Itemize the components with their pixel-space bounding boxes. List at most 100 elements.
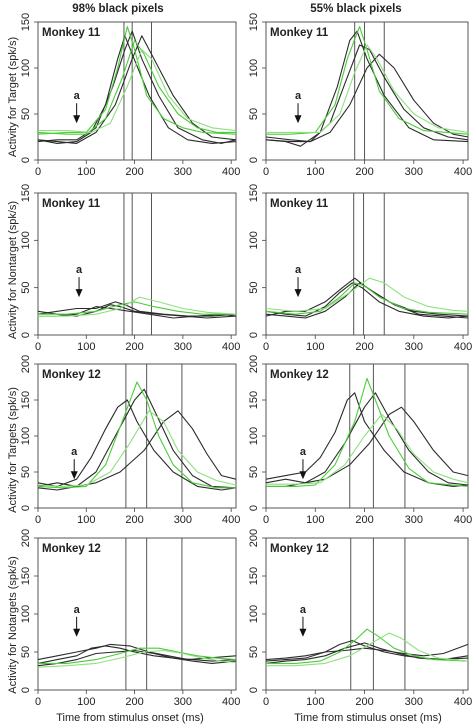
x-tick-label: 300 xyxy=(174,166,192,178)
y-axis-label-row-3: Activity for Targets (spk/s) xyxy=(7,387,19,513)
x-tick-label: 200 xyxy=(355,341,373,353)
y-tick-label: 150 xyxy=(20,184,32,202)
y-tick-label: 0 xyxy=(20,687,32,693)
panel-frame xyxy=(37,537,237,691)
x-tick-label: 400 xyxy=(222,166,240,178)
y-tick-label: 0 xyxy=(248,157,260,163)
series-line-2 xyxy=(37,388,237,489)
x-tick-label: 0 xyxy=(263,514,269,526)
series-line-3 xyxy=(266,406,469,487)
series-line-4 xyxy=(37,381,236,489)
x-tick-label: 100 xyxy=(77,166,95,178)
y-tick-label: 50 xyxy=(20,466,32,478)
x-tick-label: 0 xyxy=(35,166,41,178)
y-tick-label: 150 xyxy=(248,567,260,585)
y-tick-label: 50 xyxy=(20,282,32,294)
panel-title: Monkey 11 xyxy=(42,27,101,39)
series-line-3 xyxy=(265,53,469,143)
x-tick-label: 200 xyxy=(355,514,373,526)
panel-frame xyxy=(265,192,469,336)
y-tick-label: 150 xyxy=(248,184,260,202)
arrow-head xyxy=(73,115,81,124)
series-line-5 xyxy=(266,413,469,485)
y-tick-label: 150 xyxy=(248,391,260,409)
x-tick-label: 0 xyxy=(263,341,269,353)
x-tick-label: 200 xyxy=(355,166,373,178)
series-line-4 xyxy=(266,628,469,664)
y-tick-label: 50 xyxy=(248,646,260,658)
y-tick-label: 50 xyxy=(20,108,32,120)
series-line-2 xyxy=(37,643,237,661)
y-tick-label: 50 xyxy=(248,108,260,120)
arrow-label: a xyxy=(300,446,307,458)
series-line-1 xyxy=(265,392,469,487)
series-line-4 xyxy=(37,26,237,135)
series-line-5 xyxy=(265,277,469,312)
x-tick-label: 200 xyxy=(125,696,143,708)
x-tick-label: 400 xyxy=(222,514,240,526)
y-tick-label: 50 xyxy=(20,646,32,658)
panel-frame xyxy=(37,21,237,161)
arrow-head xyxy=(294,289,302,298)
series-line-5 xyxy=(266,632,469,667)
arrow-head xyxy=(70,471,78,480)
y-tick-label: 0 xyxy=(20,332,32,338)
panel-title: Monkey 12 xyxy=(42,543,101,555)
arrow-label: a xyxy=(74,90,81,102)
series-line-5 xyxy=(37,649,237,668)
panel-title: Monkey 12 xyxy=(42,369,101,381)
x-tick-label: 400 xyxy=(454,341,472,353)
series-line-4 xyxy=(38,301,236,315)
panel-title: Monkey 11 xyxy=(42,198,101,210)
series-line-4 xyxy=(266,377,469,487)
arrow-head xyxy=(73,628,81,637)
y-tick-label: 200 xyxy=(20,355,32,373)
panels-group: 0 100 200 300 400 0 50 100 150 Monkey 11 a 0 100 200 3… xyxy=(20,13,472,708)
column-title-left: 98% black pixels xyxy=(72,3,163,15)
series-line-1 xyxy=(265,30,469,147)
panel-8: 0 100 200 300 400 0 50 100 150 200 Monkey 12 a xyxy=(248,529,472,708)
series-line-5 xyxy=(37,410,237,487)
x-tick-label: 0 xyxy=(35,696,41,708)
x-tick-label: 0 xyxy=(263,696,269,708)
series-line-2 xyxy=(265,642,469,664)
y-tick-label: 100 xyxy=(20,427,32,445)
y-tick-label: 100 xyxy=(20,231,32,249)
y-tick-label: 100 xyxy=(20,605,32,623)
x-tick-label: 100 xyxy=(77,341,95,353)
x-tick-label: 300 xyxy=(174,514,192,526)
y-tick-label: 150 xyxy=(248,13,260,31)
y-tick-label: 200 xyxy=(248,355,260,373)
series-line-3 xyxy=(37,649,237,667)
x-tick-label: 200 xyxy=(355,696,373,708)
x-tick-label: 400 xyxy=(222,696,240,708)
y-tick-label: 50 xyxy=(248,282,260,294)
panel-3: 0 100 200 300 400 0 50 100 150 Monkey 11 a xyxy=(20,184,240,353)
x-axis-label-right: Time from stimulus onset (ms) xyxy=(294,712,442,724)
panel-frame xyxy=(265,537,469,691)
x-tick-label: 300 xyxy=(405,166,423,178)
series-line-1 xyxy=(37,35,237,144)
x-axis-label-left: Time from stimulus onset (ms) xyxy=(56,712,204,724)
panel-4: 0 100 200 300 400 0 50 100 150 Monkey 11 a xyxy=(248,184,472,353)
x-tick-label: 100 xyxy=(306,514,324,526)
series-line-4 xyxy=(38,647,237,664)
x-tick-label: 300 xyxy=(405,341,423,353)
panel-7: 0 100 200 300 400 0 50 100 150 200 Monkey 12 a xyxy=(20,529,240,708)
series-line-3 xyxy=(38,306,237,319)
x-tick-label: 100 xyxy=(306,696,324,708)
arrow-label: a xyxy=(300,604,307,616)
series-line-2 xyxy=(265,392,469,486)
panel-title: Monkey 12 xyxy=(270,543,329,555)
x-tick-label: 200 xyxy=(125,166,143,178)
series-line-1 xyxy=(37,645,237,664)
x-tick-label: 300 xyxy=(405,514,423,526)
x-tick-label: 400 xyxy=(222,341,240,353)
y-axis-label-row-4: Activity for Notargets (spk/s) xyxy=(7,556,19,694)
y-tick-label: 100 xyxy=(248,427,260,445)
y-tick-label: 0 xyxy=(20,157,32,163)
x-tick-label: 400 xyxy=(454,696,472,708)
x-tick-label: 200 xyxy=(125,341,143,353)
x-tick-label: 0 xyxy=(35,514,41,526)
